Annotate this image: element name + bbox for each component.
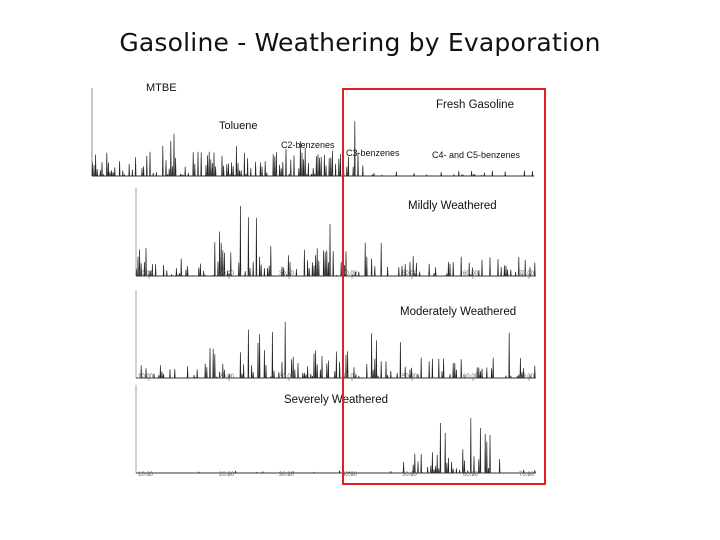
tick-label: 50.00 <box>402 472 418 478</box>
tick-label: 30.00 <box>279 271 295 277</box>
tick-label: 70.00 <box>519 271 535 277</box>
tick-label: 40.00 <box>342 271 358 277</box>
panel-label-moderately: Moderately Weathered <box>400 306 517 318</box>
panel-label-mildly: Mildly Weathered <box>408 200 497 212</box>
tick-label: 30.00 <box>279 374 295 380</box>
tick-label: 10.00 <box>138 374 154 380</box>
peak-label-mtbe: MTBE <box>146 82 177 94</box>
tick-label: 40.00 <box>342 472 358 478</box>
tick-label: 20.00 <box>219 472 235 478</box>
panel-label-severely: Severely Weathered <box>284 394 388 406</box>
tick-label: 70.00 <box>519 472 535 478</box>
tick-label: 10.00 <box>138 472 154 478</box>
tick-label: 70.00 <box>519 374 535 380</box>
tick-label: 60.00 <box>463 271 479 277</box>
tick-label: 40.00 <box>342 374 358 380</box>
trace-severely <box>136 417 536 474</box>
slide-title: Gasoline - Weathering by Evaporation <box>119 28 601 57</box>
tick-label: 10.00 <box>138 271 154 277</box>
trace-mildly <box>135 205 536 277</box>
peak-label-c2-benzenes: C2-benzenes <box>281 140 335 150</box>
tick-label: 50.00 <box>402 374 418 380</box>
tick-label: 20.00 <box>219 271 235 277</box>
trace-fresh <box>91 121 535 177</box>
peak-label-toluene: Toluene <box>219 120 258 132</box>
tick-label: 30.00 <box>279 472 295 478</box>
highlight-box <box>342 88 546 485</box>
peak-label-c4-c5-benzenes: C4- and C5-benzenes <box>432 150 521 160</box>
trace-moderately <box>136 321 536 379</box>
tick-label: 20.00 <box>219 374 235 380</box>
peak-label-c3-benzenes: C3-benzenes <box>346 148 400 158</box>
panel-label-fresh: Fresh Gasoline <box>436 99 514 111</box>
tick-label: 50.00 <box>402 271 418 277</box>
tick-label: 60.00 <box>463 374 479 380</box>
tick-label: 60.00 <box>463 472 479 478</box>
